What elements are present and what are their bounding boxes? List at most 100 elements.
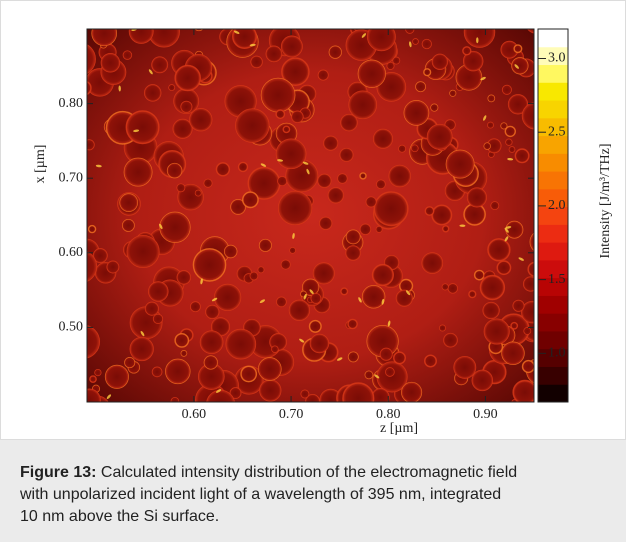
heatmap-texture xyxy=(89,375,97,383)
heatmap-texture xyxy=(366,29,396,52)
heatmap-texture xyxy=(373,191,409,227)
heatmap-texture xyxy=(176,270,192,285)
colorbar-tick-label: 2.5 xyxy=(548,124,566,139)
colorbar-band xyxy=(538,153,568,172)
colorbar-band xyxy=(538,206,568,225)
heatmap-texture xyxy=(87,388,101,402)
y-axis-label: x [µm] xyxy=(33,145,48,184)
heatmap-texture xyxy=(106,260,120,274)
chart: z [µm] x [µm] Intensity [J/m³/THz] 0.60 0… xyxy=(33,13,613,436)
caption-text: Calculated intensity distribution of the… xyxy=(100,464,518,481)
heatmap-texture xyxy=(501,341,525,366)
heatmap-texture xyxy=(75,22,83,30)
heatmap-texture xyxy=(233,30,240,34)
colorbar-band xyxy=(538,100,568,119)
heatmap-texture xyxy=(121,218,135,232)
heatmap-texture xyxy=(522,276,534,292)
heatmap-texture xyxy=(424,354,438,368)
heatmap-texture xyxy=(388,164,411,188)
heatmap-texture xyxy=(431,204,453,226)
heatmap-texture xyxy=(291,110,304,124)
heatmap-texture xyxy=(260,77,296,113)
colorbar-band xyxy=(538,135,568,154)
heatmap-texture xyxy=(521,300,534,324)
heatmap-texture xyxy=(337,173,348,184)
heatmap-texture xyxy=(521,359,534,374)
heatmap-texture xyxy=(372,128,394,149)
heatmap-texture xyxy=(174,64,201,92)
heatmap-texture xyxy=(144,301,159,316)
heatmap-texture xyxy=(265,45,283,63)
heatmap-texture xyxy=(205,304,220,320)
colorbar-band xyxy=(538,171,568,190)
heatmap-texture xyxy=(508,146,516,153)
heatmap-texture xyxy=(174,332,190,348)
x-axis-label: z [µm] xyxy=(380,421,418,436)
heatmap-texture xyxy=(526,29,534,34)
heatmap-texture xyxy=(527,261,534,278)
heatmap-texture xyxy=(159,211,191,243)
colorbar-band xyxy=(538,224,568,243)
heatmap-texture xyxy=(487,238,511,262)
heatmap-texture xyxy=(206,389,235,402)
heatmap-texture xyxy=(490,201,500,211)
colorbar-band xyxy=(538,259,568,279)
heatmap-texture xyxy=(257,266,265,274)
heatmap-texture xyxy=(140,330,145,337)
colorbar-frame xyxy=(537,28,569,403)
x-tick-label: 0.80 xyxy=(376,407,401,422)
heatmap-texture xyxy=(87,251,98,282)
heatmap-texture xyxy=(317,69,329,81)
heatmap-texture xyxy=(271,345,279,353)
heatmap-texture xyxy=(159,223,163,230)
colorbar-band xyxy=(538,330,568,350)
heatmap-texture xyxy=(348,90,378,120)
colorbar-tick-label: 1.0 xyxy=(548,346,566,361)
colorbar-band xyxy=(538,384,568,403)
heatmap-texture xyxy=(259,379,282,402)
heatmap-texture xyxy=(79,393,86,400)
heatmap-texture xyxy=(203,355,218,370)
heatmap-texture xyxy=(282,125,291,134)
heatmap-texture xyxy=(292,233,295,239)
heatmap-texture xyxy=(312,262,335,285)
heatmap-texture xyxy=(361,285,386,309)
heatmap-texture xyxy=(401,381,423,402)
y-tick-label: 0.70 xyxy=(59,170,84,185)
heatmap-texture xyxy=(168,84,176,92)
heatmap-texture xyxy=(514,64,519,69)
heatmap-texture xyxy=(371,263,394,287)
heatmap-texture xyxy=(306,168,310,175)
heatmap-texture xyxy=(381,298,385,305)
heatmap-texture xyxy=(87,325,101,359)
heatmap-texture xyxy=(510,321,519,330)
heatmap-texture xyxy=(347,318,358,330)
heatmap-texture xyxy=(385,367,395,377)
caption-label: Figure 13: xyxy=(20,464,97,481)
heatmap-texture xyxy=(70,198,85,213)
heatmap-texture xyxy=(361,33,367,38)
plot-frame xyxy=(86,28,535,403)
heatmap-texture xyxy=(122,50,133,60)
heatmap-texture xyxy=(94,368,102,377)
heatmap-texture xyxy=(479,274,506,301)
heatmap-texture xyxy=(276,296,287,308)
heatmap-texture xyxy=(462,50,484,72)
heatmap-texture xyxy=(364,13,380,29)
colorbar-tick-label: 2.0 xyxy=(548,198,566,213)
heatmap-texture xyxy=(215,162,231,177)
heatmap-texture xyxy=(387,320,391,327)
heatmap-texture xyxy=(410,144,419,153)
heatmap-texture xyxy=(317,173,332,188)
heatmap-texture xyxy=(393,351,407,365)
heatmap-texture xyxy=(148,281,169,302)
caption: Figure 13: Calculated intensity distribu… xyxy=(0,440,626,542)
colorbar-band xyxy=(538,117,568,137)
heatmap-texture xyxy=(513,44,523,54)
colorbar-band xyxy=(538,313,568,332)
heatmap-texture xyxy=(200,278,203,285)
heatmap-texture xyxy=(172,118,193,139)
heatmap-texture xyxy=(257,357,282,381)
heatmap-texture xyxy=(277,190,313,226)
heatmap-texture xyxy=(505,220,524,239)
